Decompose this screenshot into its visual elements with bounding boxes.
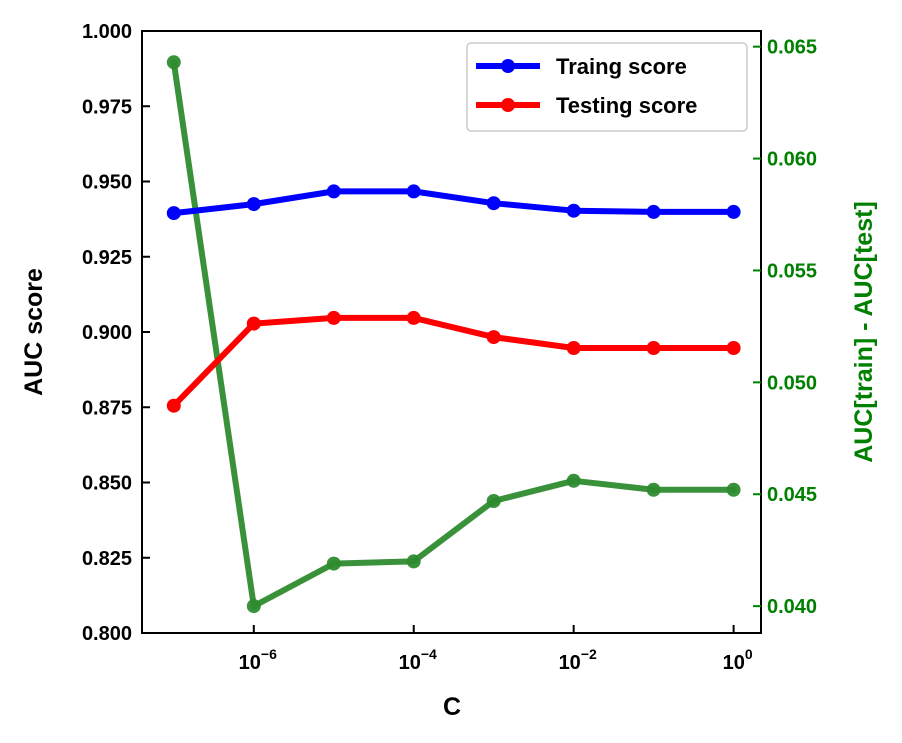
y-tick-label: 0.850 (82, 473, 132, 495)
series-point-1-1 (246, 316, 261, 331)
series-layer (166, 55, 741, 614)
y-tick-label: 0.825 (82, 548, 132, 570)
series-point-2-1 (246, 599, 261, 614)
x-axis-label: C (443, 693, 461, 721)
series-point-2-6 (646, 482, 661, 497)
y-tick-label: 0.975 (82, 96, 132, 118)
x-tick-label: 100 (723, 646, 753, 674)
series-point-0-5 (566, 203, 581, 218)
ticks-layer: 0.800 0.825 0.850 0.875 0.900 0.925 0.950 0.975… (82, 21, 817, 674)
legend-label-training: Traing score (556, 54, 687, 79)
series-line-0 (170, 188, 737, 217)
legend-label-testing: Testing score (556, 93, 697, 118)
y-tick-label: 0.950 (82, 172, 132, 194)
series-point-1-5 (566, 341, 581, 355)
series-point-0-7 (726, 204, 741, 219)
series-point-1-6 (646, 341, 661, 355)
y2-tick-label: 0.055 (767, 260, 817, 282)
y2-tick-label: 0.040 (767, 596, 817, 618)
series-point-2-4 (486, 494, 501, 508)
y-tick-label: 0.925 (82, 247, 132, 269)
series-point-2-0 (166, 55, 181, 70)
series-point-0-2 (326, 184, 341, 199)
series-point-0-1 (246, 197, 261, 212)
y-tick-label: 1.000 (82, 21, 132, 43)
series-point-2-7 (726, 482, 741, 497)
y-tick-label: 0.800 (82, 623, 132, 645)
series-point-2-3 (406, 554, 421, 569)
x-tick-label: 10−6 (239, 646, 277, 674)
y2-axis-label: AUC[train] - AUC[test] (850, 201, 878, 463)
legend-marker-testing (501, 98, 515, 112)
series-point-1-7 (726, 341, 741, 355)
series-line-1 (170, 314, 737, 409)
y2-tick-label: 0.050 (767, 372, 817, 394)
series-point-1-0 (166, 398, 181, 413)
series-point-0-3 (406, 184, 421, 199)
series-point-1-3 (406, 310, 421, 325)
series-point-0-4 (486, 196, 501, 211)
y2-tick-label: 0.045 (767, 484, 817, 506)
legend-marker-training (501, 59, 515, 73)
y-tick-label: 0.900 (82, 322, 132, 344)
y2-tick-label: 0.065 (767, 37, 817, 59)
x-tick-label: 10−2 (559, 646, 597, 674)
series-point-0-0 (166, 206, 181, 221)
y2-tick-label: 0.060 (767, 149, 817, 171)
x-tick-label: 10−4 (399, 646, 437, 674)
series-point-2-5 (566, 473, 581, 488)
series-point-0-6 (646, 204, 661, 219)
series-point-1-4 (486, 330, 501, 345)
y-axis-label: AUC score (20, 268, 48, 396)
y-tick-label: 0.875 (82, 397, 132, 419)
series-line-2 (170, 59, 737, 610)
series-point-2-2 (326, 556, 341, 571)
series-point-1-2 (326, 310, 341, 325)
legend: Traing score Testing score (466, 42, 748, 132)
